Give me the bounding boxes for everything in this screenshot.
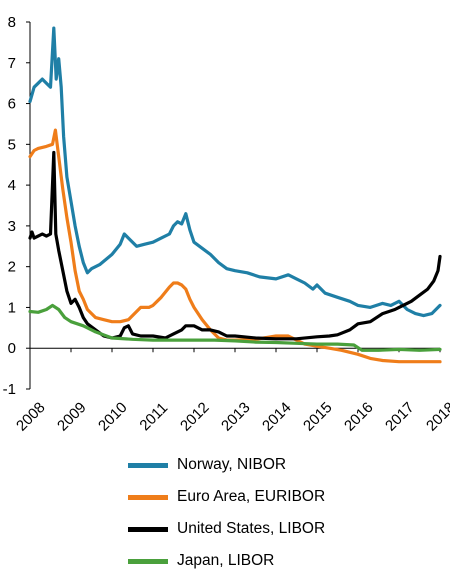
x-tick-label: 2010 — [95, 399, 131, 435]
legend-swatch-japan — [128, 558, 168, 564]
y-tick-label: 1 — [8, 299, 16, 316]
x-tick-label: 2016 — [341, 399, 377, 435]
y-tick-label: 2 — [8, 259, 16, 276]
legend-label-united-states: United States, LIBOR — [177, 520, 326, 537]
y-tick-label: 6 — [8, 96, 16, 113]
series-line-euro-area-euribor — [28, 128, 442, 364]
y-axis-tick-labels: -1 0 1 2 3 4 5 6 7 8 — [3, 14, 16, 398]
y-tick-label: 8 — [8, 14, 16, 31]
y-tick-label: -1 — [3, 381, 16, 398]
legend-item-japan: Japan, LIBOR — [128, 546, 325, 576]
axes — [26, 21, 441, 390]
legend-label-japan: Japan, LIBOR — [177, 552, 275, 569]
y-tick-label: 3 — [8, 218, 16, 235]
x-axis-tick-labels: 2008 2009 2010 2011 2012 2013 2014 2015 2016 2017… — [13, 399, 450, 435]
legend-swatch-euro-area — [128, 494, 168, 500]
legend-swatch-norway — [128, 462, 168, 468]
series-lines — [28, 26, 442, 364]
x-tick-label: 2012 — [177, 399, 213, 435]
y-tick-label: 5 — [8, 136, 16, 153]
series-line-japan-libor — [28, 303, 442, 352]
x-tick-label: 2008 — [13, 399, 49, 435]
y-tick-label: 0 — [8, 340, 16, 357]
x-tick-label: 2009 — [54, 399, 90, 435]
y-tick-label: 4 — [8, 177, 16, 194]
x-tick-label: 2015 — [300, 399, 336, 435]
x-tick-label: 2011 — [136, 399, 171, 434]
legend: Norway, NIBOR Euro Area, EURIBOR United … — [128, 450, 325, 578]
x-tick-label: 2014 — [259, 399, 295, 435]
legend-label-euro-area: Euro Area, EURIBOR — [177, 488, 326, 505]
x-tick-label: 2017 — [382, 399, 418, 435]
y-tick-label: 7 — [8, 55, 16, 72]
series-line-united-states-libor — [28, 150, 442, 341]
x-tick-label: 2013 — [218, 399, 254, 435]
legend-label-norway: Norway, NIBOR — [177, 456, 287, 473]
series-line-norway-nibor — [28, 26, 442, 318]
x-tick-label: 2018 — [423, 399, 450, 435]
legend-item-norway: Norway, NIBOR — [128, 450, 325, 480]
legend-item-united-states: United States, LIBOR — [128, 514, 325, 544]
legend-swatch-united-states — [128, 526, 168, 532]
legend-item-euro-area: Euro Area, EURIBOR — [128, 482, 325, 512]
